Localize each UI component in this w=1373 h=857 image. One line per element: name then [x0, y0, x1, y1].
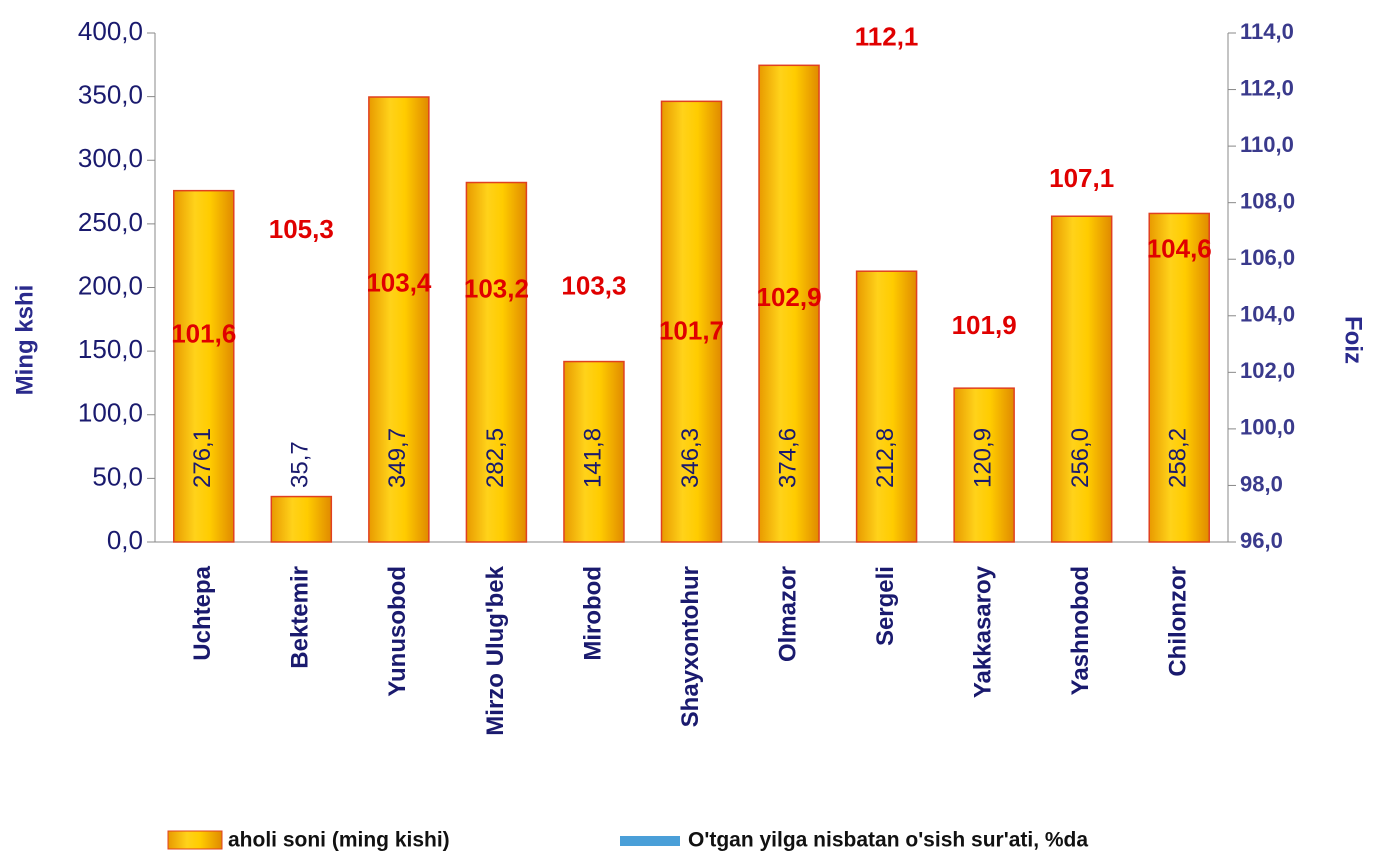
- y-tick-label: 150,0: [78, 334, 143, 364]
- line-label: 105,3: [269, 214, 334, 244]
- y2-tick-label: 112,0: [1240, 75, 1294, 100]
- bar-label: 349,7: [384, 428, 411, 488]
- bar-label: 212,8: [872, 428, 899, 488]
- y2-tick-label: 114,0: [1240, 19, 1294, 44]
- bar: [270, 495, 333, 543]
- x-tick-label: Olmazor: [774, 566, 801, 662]
- x-tick-label: Chilonzor: [1165, 566, 1192, 677]
- bar: [855, 270, 918, 543]
- line-label: 101,9: [952, 310, 1017, 340]
- legend-swatch: [167, 830, 223, 850]
- line-label: 101,6: [171, 319, 236, 349]
- x-tick-label: Mirobod: [579, 566, 606, 661]
- y2-axis-label: Foiz: [1340, 316, 1367, 364]
- y-tick-label: 200,0: [78, 270, 143, 300]
- x-tick-label: Bektemir: [287, 566, 314, 669]
- bar-label: 256,0: [1067, 428, 1094, 488]
- y-tick-label: 350,0: [78, 80, 143, 110]
- y2-tick-label: 104,0: [1240, 302, 1295, 327]
- y-tick-label: 250,0: [78, 207, 143, 237]
- y-tick-label: 0,0: [107, 525, 143, 555]
- line-label: 103,2: [464, 273, 529, 303]
- y2-tick-label: 98,0: [1240, 471, 1283, 496]
- y-tick-label: 300,0: [78, 143, 143, 173]
- bar: [1148, 212, 1210, 543]
- line-label: 104,6: [1147, 234, 1212, 264]
- y2-tick-label: 106,0: [1240, 245, 1295, 270]
- bar: [173, 189, 235, 543]
- y2-tick-label: 110,0: [1240, 132, 1294, 157]
- bar: [953, 387, 1015, 543]
- x-tick-label: Sergeli: [872, 566, 899, 646]
- bar: [1050, 215, 1113, 543]
- bar-label: 346,3: [677, 428, 704, 488]
- y2-tick-label: 96,0: [1240, 528, 1283, 553]
- bar-label: 282,5: [482, 428, 509, 488]
- legend-label: aholi soni (ming kishi): [228, 829, 450, 852]
- bar: [758, 64, 820, 543]
- bar-label: 120,9: [969, 428, 996, 488]
- x-tick-label: Yakkasaroy: [969, 565, 996, 698]
- bar-label: 258,2: [1165, 428, 1192, 488]
- line-label: 107,1: [1049, 163, 1114, 193]
- y2-tick-label: 102,0: [1240, 358, 1295, 383]
- y2-tick-label: 100,0: [1240, 415, 1295, 440]
- x-tick-label: Uchtepa: [189, 565, 216, 660]
- y-tick-label: 50,0: [92, 461, 143, 491]
- y-axis-label: Ming kshi: [11, 285, 38, 396]
- x-tick-label: Mirzo Ulug'bek: [482, 565, 509, 735]
- bar: [368, 96, 430, 543]
- line-label: 101,7: [659, 316, 724, 346]
- x-tick-label: Yashnobod: [1067, 566, 1094, 695]
- bar: [465, 181, 528, 543]
- bar-label: 276,1: [189, 428, 216, 488]
- y2-tick-label: 108,0: [1240, 188, 1295, 213]
- x-tick-label: Yunusobod: [384, 566, 411, 697]
- line-label: 103,4: [366, 268, 432, 298]
- line-label: 102,9: [757, 282, 822, 312]
- bar-label: 35,7: [287, 441, 314, 488]
- bar: [563, 360, 625, 543]
- bar-label: 374,6: [774, 428, 801, 488]
- x-tick-label: Shayxontohur: [677, 566, 704, 727]
- line-label: 103,3: [561, 270, 626, 300]
- legend-label: O'tgan yilga nisbatan o'sish sur'ati, %d…: [688, 829, 1088, 852]
- bar: [660, 100, 723, 543]
- bar-label: 141,8: [579, 428, 606, 488]
- line-label: 112,1: [855, 22, 919, 52]
- y-tick-label: 100,0: [78, 398, 143, 428]
- y-tick-label: 400,0: [78, 16, 143, 46]
